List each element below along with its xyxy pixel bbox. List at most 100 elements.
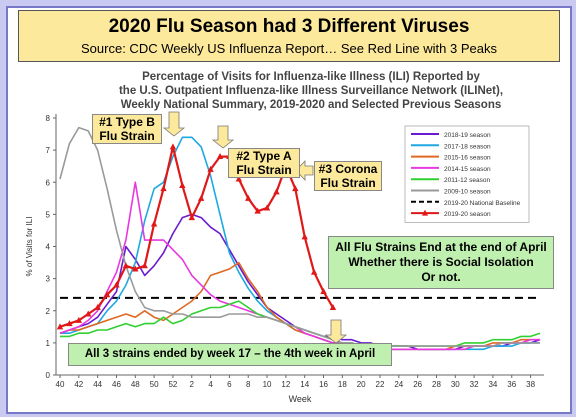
x-tick-label: 8: [246, 380, 251, 389]
week-17-note-text: All 3 strains ended by week 17 – the 4th…: [84, 348, 376, 360]
end-note-line1: All Flu Strains End at the end of April: [335, 240, 547, 254]
annotation-type-a: #2 Type A Flu Strain: [228, 148, 300, 178]
series-point-marker: [263, 204, 271, 211]
series-point-marker: [150, 220, 158, 227]
y-tick-label: 5: [46, 210, 51, 219]
annotation-type-a-line2: Flu Strain: [236, 163, 292, 177]
y-axis-label: % of Visits for ILI: [25, 217, 34, 277]
y-tick-label: 8: [46, 114, 51, 123]
series-line: [59, 126, 540, 347]
y-tick-label: 7: [46, 146, 51, 155]
series-point-marker: [329, 304, 337, 311]
series-point-marker: [94, 304, 101, 311]
end-note-line3: Or not.: [421, 270, 461, 284]
series-line: [59, 181, 540, 351]
series-point-marker: [254, 207, 261, 214]
annotation-type-a-line1: #2 Type A: [236, 149, 292, 163]
annotation-corona-line2: Flu Strain: [320, 176, 376, 190]
series-point-marker: [310, 268, 318, 275]
x-tick-label: 4: [208, 380, 213, 389]
legend-label: 2018-19 season: [444, 132, 491, 139]
legend-label: 2015-16 season: [444, 155, 491, 162]
legend-label: 2009-10 season: [444, 189, 491, 196]
x-tick-label: 20: [357, 380, 366, 389]
legend-marker: [422, 209, 428, 216]
annotation-type-b: #1 Type B Flu Strain: [92, 114, 162, 144]
x-tick-label: 36: [507, 380, 516, 389]
x-tick-label: 50: [150, 380, 159, 389]
legend-box: [404, 125, 530, 223]
callout-arrow-week-17: [324, 319, 348, 344]
x-tick-label: 48: [131, 380, 140, 389]
legend-label: 2011-12 season: [444, 177, 491, 184]
chart-title-line-3: Weekly National Summary, 2019-2020 and S…: [120, 99, 502, 111]
series-point-marker: [188, 214, 195, 221]
y-tick-label: 2: [46, 307, 51, 316]
x-tick-label: 44: [93, 380, 102, 389]
series-point-marker: [85, 310, 92, 317]
callout-arrow-type-b: [162, 111, 186, 137]
series-point-marker: [160, 185, 167, 192]
series-point-marker: [141, 262, 148, 269]
series-point-marker: [292, 185, 299, 192]
series-point-marker: [113, 281, 120, 288]
x-tick-label: 30: [451, 380, 460, 389]
x-tick-label: 18: [338, 380, 347, 389]
banner-subtitle: Source: CDC Weekly US Influenza Report… …: [81, 41, 497, 56]
series-point-marker: [301, 233, 308, 240]
series-point-marker: [103, 291, 111, 298]
series-point-marker: [207, 165, 214, 172]
x-tick-label: 52: [168, 380, 177, 389]
x-tick-label: 42: [74, 380, 83, 389]
x-tick-label: 46: [112, 380, 121, 389]
title-banner: 2020 Flu Season had 3 Different Viruses …: [18, 10, 560, 62]
legend-label: 2019-20 National Baseline: [444, 200, 521, 207]
x-tick-label: 40: [56, 380, 65, 389]
y-tick-label: 0: [46, 371, 51, 380]
x-tick-label: 2: [190, 380, 195, 389]
annotation-corona: #3 Corona Flu Strain: [314, 161, 382, 191]
series-line: [60, 300, 541, 347]
y-tick-label: 3: [46, 275, 51, 284]
x-tick-label: 38: [526, 380, 535, 389]
y-tick-label: 1: [46, 339, 51, 348]
series-point-marker: [216, 153, 224, 160]
x-tick-label: 6: [227, 380, 232, 389]
callout-arrow-corona: [295, 159, 314, 182]
series-point-marker: [235, 175, 243, 182]
legend-label: 2014-15 season: [444, 166, 491, 173]
y-tick-label: 6: [46, 178, 51, 187]
annotation-corona-line1: #3 Corona: [318, 162, 378, 176]
series-point-marker: [56, 323, 64, 330]
chart-title: Percentage of Visits for Influenza-like …: [96, 70, 526, 112]
x-tick-label: 14: [300, 380, 309, 389]
series-point-marker: [169, 143, 177, 150]
legend-label: 2017-18 season: [444, 143, 491, 150]
series-point-marker: [320, 287, 327, 294]
x-tick-label: 34: [488, 380, 497, 389]
y-tick-label: 4: [46, 243, 51, 252]
chart-title-line-2: the U.S. Outpatient Influenza-like Illne…: [118, 85, 504, 97]
x-axis-label: Week: [289, 394, 312, 404]
x-tick-label: 32: [470, 380, 479, 389]
x-tick-label: 24: [394, 380, 403, 389]
week-17-note: All 3 strains ended by week 17 – the 4th…: [68, 343, 392, 366]
series-point-marker: [273, 188, 280, 195]
x-tick-label: 26: [413, 380, 422, 389]
legend-label: 2019-20 season: [444, 211, 491, 218]
series-point-marker: [75, 316, 83, 323]
annotation-type-b-line1: #1 Type B: [99, 115, 155, 129]
series-point-marker: [66, 320, 73, 327]
series-point-marker: [197, 194, 205, 201]
end-of-april-note: All Flu Strains End at the end of April …: [328, 236, 554, 289]
series-point-marker: [132, 265, 139, 272]
annotation-type-b-line2: Flu Strain: [99, 129, 155, 143]
x-tick-label: 10: [263, 380, 272, 389]
end-note-line2: Whether there is Social Isolation: [348, 255, 534, 269]
series-point-marker: [179, 181, 186, 188]
callout-arrow-type-a: [211, 125, 235, 149]
x-tick-label: 22: [376, 380, 385, 389]
chart-title-line-1: Percentage of Visits for Influenza-like …: [142, 71, 480, 83]
x-tick-label: 28: [432, 380, 441, 389]
